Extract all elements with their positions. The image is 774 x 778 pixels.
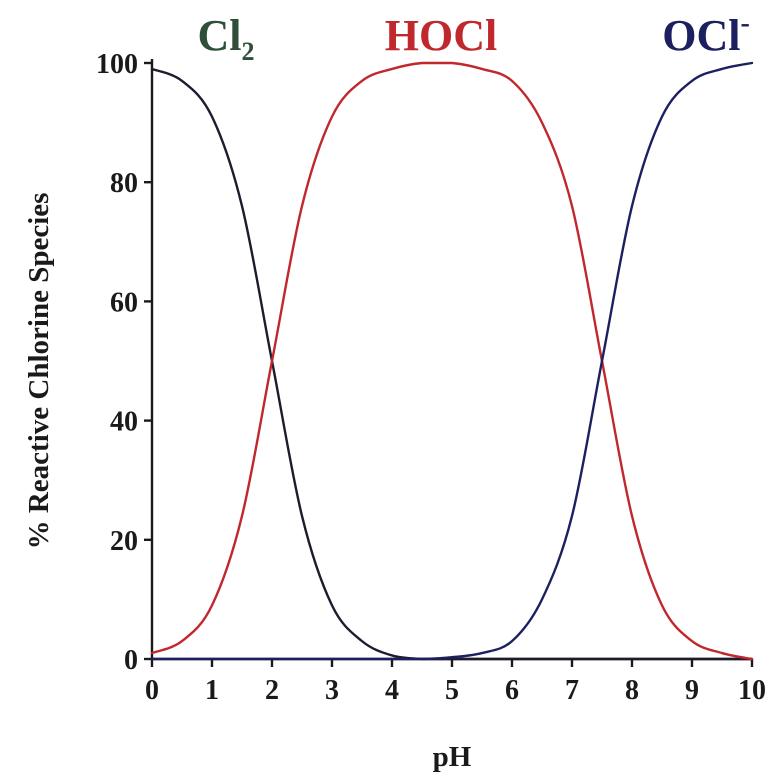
y-tick-label: 100 (96, 49, 138, 80)
series-label-ocl-: OCl- (662, 8, 750, 60)
y-tick-label: 20 (110, 526, 138, 557)
x-tick-label: 0 (145, 675, 159, 706)
y-axis-title: % Reactive Chlorine Species (23, 193, 55, 550)
series-labels: Cl2 HOCl OCl- (198, 8, 750, 66)
x-tick-label: 2 (265, 675, 279, 706)
y-tick-label: 0 (124, 645, 138, 676)
series-label-main: Cl (198, 11, 242, 60)
axes (150, 59, 752, 661)
series-label-superscript: - (740, 8, 749, 39)
y-tick-label: 40 (110, 407, 138, 438)
series-line-ocl- (150, 61, 754, 661)
x-tick-label: 6 (505, 675, 519, 706)
y-axis-title-group: % Reactive Chlorine Species (23, 193, 55, 550)
y-tick-label: 80 (110, 168, 138, 199)
x-tick-label: 3 (325, 675, 339, 706)
series-label-main: OCl (662, 11, 740, 60)
x-axis-title: pH (433, 741, 472, 773)
series-line-cl2 (150, 67, 754, 661)
x-tick-label: 9 (685, 675, 699, 706)
series-label-subscript: 2 (242, 37, 255, 66)
x-tick-label: 8 (625, 675, 639, 706)
series-label-main: HOCl (385, 11, 497, 60)
x-tick-label: 10 (738, 675, 766, 706)
series-label-cl2: Cl2 (198, 11, 255, 66)
x-tick-label: 7 (565, 675, 579, 706)
x-tick-label: 1 (205, 675, 219, 706)
curves (150, 61, 754, 661)
x-tick-label: 4 (385, 675, 399, 706)
y-tick-label: 60 (110, 287, 138, 318)
series-line-hocl (150, 61, 754, 661)
x-tick-label: 5 (445, 675, 459, 706)
series-label-hocl: HOCl (385, 11, 497, 60)
